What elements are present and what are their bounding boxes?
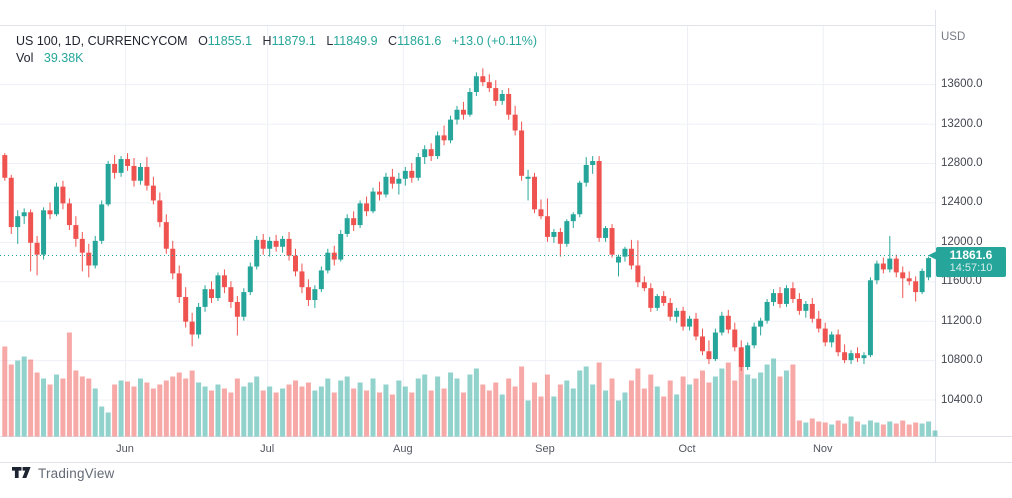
- high-label: H: [262, 34, 272, 48]
- month-tick-label: Oct: [678, 443, 696, 455]
- chart-legend: US 100, 1D, CURRENCYCOM O11855.1 H11879.…: [16, 33, 537, 67]
- price-tick-label: 10400.0: [941, 393, 983, 406]
- open-value: 11855.1: [207, 34, 253, 48]
- tradingview-watermark-text: TradingView: [38, 466, 115, 481]
- month-tick-label: Sep: [535, 443, 555, 455]
- last-price-value: 11861.6: [949, 248, 993, 263]
- change-value: +13.0 (+0.11%): [451, 34, 538, 48]
- legend-row-volume: Vol 39.38K: [16, 50, 537, 67]
- legend-row-symbol: US 100, 1D, CURRENCYCOM O11855.1 H11879.…: [16, 33, 537, 50]
- low-label: L: [326, 34, 334, 48]
- currency-label: USD: [941, 31, 966, 43]
- volume-value: 39.38K: [43, 51, 84, 65]
- price-tick-label: 11200.0: [941, 314, 982, 327]
- open-label: O: [198, 34, 208, 48]
- month-tick-label: Jul: [260, 443, 275, 455]
- close-value: 11861.6: [397, 34, 442, 48]
- month-tick-label: Nov: [812, 443, 833, 455]
- price-tick-label: 11600.0: [941, 275, 982, 288]
- low-value: 11849.9: [333, 34, 378, 48]
- price-tick-label: 12000.0: [941, 235, 983, 248]
- price-tick-label: 13600.0: [941, 78, 983, 91]
- month-tick-label: Aug: [393, 443, 413, 455]
- price-tick-label: 13200.0: [941, 117, 983, 130]
- tradingview-logo-icon: [12, 466, 31, 478]
- volume-label: Vol: [16, 51, 34, 65]
- close-label: C: [388, 34, 398, 48]
- countdown-timer: 14:57:10: [949, 262, 993, 275]
- tradingview-watermark[interactable]: TradingView: [12, 466, 115, 481]
- price-tick-label: 10800.0: [941, 354, 983, 367]
- high-value: 11879.1: [271, 34, 316, 48]
- price-tick-label: 12400.0: [941, 196, 983, 209]
- month-tick-label: Jun: [116, 443, 134, 455]
- symbol-title[interactable]: US 100, 1D, CURRENCYCOM: [16, 34, 188, 48]
- price-tick-label: 12800.0: [941, 156, 983, 169]
- last-price-label: 11861.6 14:57:10: [936, 246, 1006, 278]
